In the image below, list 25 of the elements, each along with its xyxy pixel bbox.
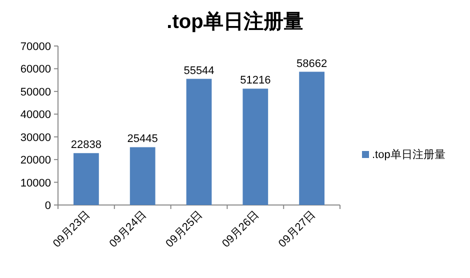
y-tick-label: 50000 <box>20 86 51 98</box>
y-tick-label: 0 <box>44 200 51 212</box>
x-tick-label: 09月26日 <box>220 208 262 250</box>
y-tick-label: 60000 <box>20 64 51 76</box>
y-tick-label: 40000 <box>20 109 51 122</box>
data-label: 51216 <box>240 74 271 87</box>
y-tick-label: 20000 <box>20 154 51 167</box>
bar <box>242 88 268 205</box>
data-label: 55544 <box>184 64 214 77</box>
y-tick-label: 30000 <box>20 132 51 144</box>
x-tick-label: 09月23日 <box>50 208 92 250</box>
y-tick-label: 70000 <box>20 41 51 53</box>
bar <box>186 78 212 205</box>
chart-title: .top单日注册量 <box>166 10 304 33</box>
data-label: 25445 <box>127 133 158 146</box>
data-label: 22838 <box>70 139 102 152</box>
bar <box>130 147 156 205</box>
data-label: 58662 <box>296 58 328 70</box>
y-tick-label: 10000 <box>20 177 51 190</box>
x-tick-label: 09月27日 <box>276 208 318 250</box>
bar <box>74 153 99 205</box>
x-tick-label: 09月25日 <box>164 208 206 250</box>
bar <box>299 72 324 205</box>
legend-label: .top单日注册量 <box>372 148 446 161</box>
x-tick-label: 09月24日 <box>107 208 149 250</box>
